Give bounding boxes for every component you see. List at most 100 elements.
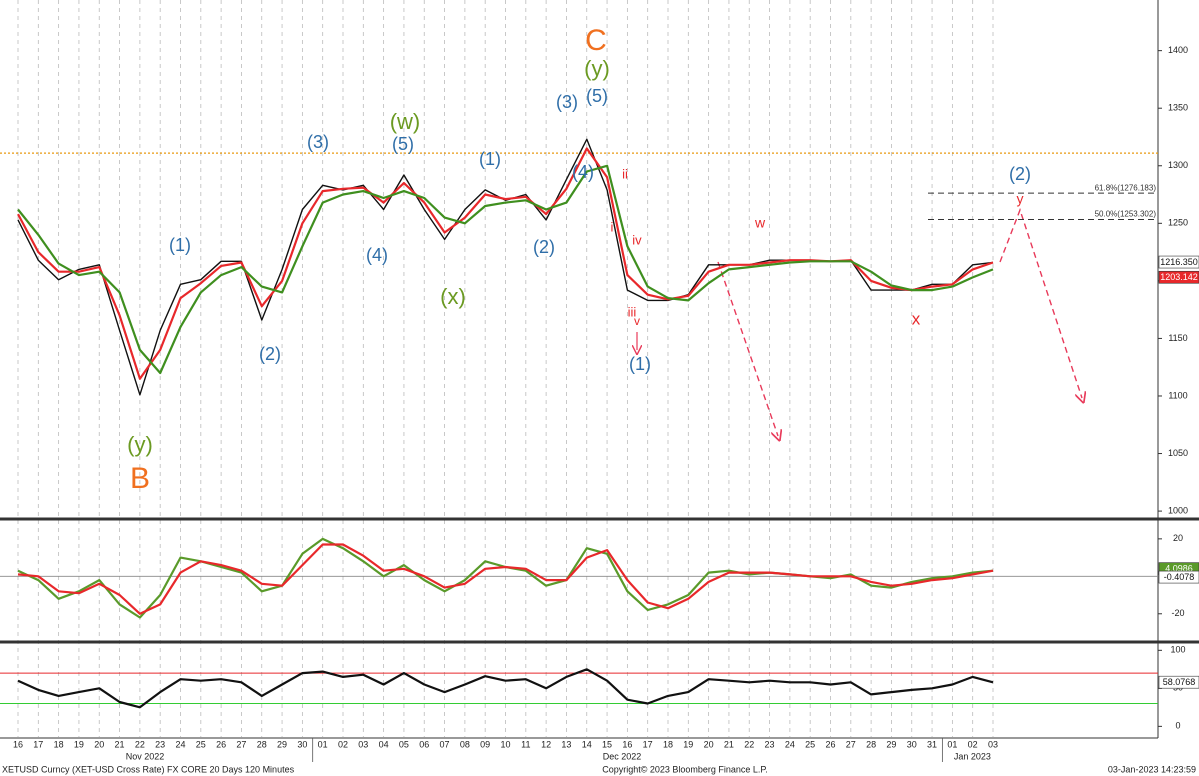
x-tick-label: 05 — [399, 739, 409, 749]
x-tick-label: 18 — [54, 739, 64, 749]
wave-label: (3) — [556, 92, 578, 112]
wave-label: (2) — [259, 344, 281, 364]
wave-label: C — [585, 24, 607, 57]
wave-label: iv — [632, 232, 642, 247]
series-line — [17, 668, 994, 709]
wave-label: (5) — [392, 134, 414, 154]
y-tick-label: 1050 — [1168, 448, 1188, 458]
x-tick-label: 07 — [440, 739, 450, 749]
x-tick-label: 28 — [866, 739, 876, 749]
x-tick-label: 23 — [155, 739, 165, 749]
last-value-label: 1216.350 — [1160, 257, 1198, 267]
wave-label: (w) — [390, 109, 421, 134]
x-tick-label: 27 — [236, 739, 246, 749]
x-tick-label: 21 — [724, 739, 734, 749]
x-tick-label: 28 — [257, 739, 267, 749]
x-tick-label: 12 — [541, 739, 551, 749]
wave-label: B — [130, 462, 150, 495]
y-tick-label: 1000 — [1168, 505, 1188, 515]
x-tick-label: 20 — [704, 739, 714, 749]
month-label: Nov 2022 — [126, 751, 165, 761]
x-tick-label: 04 — [379, 739, 389, 749]
x-tick-label: 26 — [216, 739, 226, 749]
x-tick-label: 25 — [196, 739, 206, 749]
x-tick-label: 17 — [643, 739, 653, 749]
last-value-label: 1203.142 — [1160, 272, 1198, 282]
wave-label: (y) — [127, 432, 153, 457]
wave-label: y — [1017, 191, 1024, 207]
x-tick-label: 08 — [460, 739, 470, 749]
x-tick-label: 16 — [13, 739, 23, 749]
series-line — [17, 164, 994, 375]
fib-label: 61.8%(1276.183) — [1095, 183, 1157, 192]
wave-label: (2) — [1009, 164, 1031, 184]
x-tick-label: 21 — [115, 739, 125, 749]
x-tick-label: 31 — [927, 739, 937, 749]
y-tick-label: -20 — [1171, 608, 1184, 618]
last-value-box — [1158, 270, 1199, 284]
month-label: Dec 2022 — [603, 751, 642, 761]
wave-label: (1) — [169, 235, 191, 255]
last-value-label: 58.0768 — [1163, 677, 1196, 687]
x-tick-label: 29 — [886, 739, 896, 749]
wave-label: v — [634, 314, 640, 328]
x-tick-label: 03 — [988, 739, 998, 749]
y-tick-label: 1100 — [1168, 390, 1187, 400]
x-tick-label: 01 — [947, 739, 957, 749]
x-tick-label: 03 — [358, 739, 368, 749]
footer-copyright: Copyright© 2023 Bloomberg Finance L.P. — [602, 764, 768, 774]
x-tick-label: 29 — [277, 739, 287, 749]
x-tick-label: 06 — [419, 739, 429, 749]
x-tick-label: 19 — [74, 739, 84, 749]
x-tick-label: 13 — [561, 739, 571, 749]
wave-label: w — [754, 215, 766, 231]
y-tick-label: 20 — [1173, 533, 1183, 543]
wave-label: (3) — [307, 132, 329, 152]
x-tick-label: 11 — [521, 739, 530, 749]
fib-label: 50.0%(1253.302) — [1095, 210, 1157, 219]
y-tick-label: 0 — [1175, 721, 1180, 731]
wave-label: (5) — [586, 86, 608, 106]
wave-label: (4) — [366, 245, 388, 265]
x-tick-label: 02 — [968, 739, 978, 749]
wave-label: (4) — [572, 162, 594, 182]
x-tick-label: 09 — [480, 739, 490, 749]
last-value-box — [1158, 255, 1199, 269]
last-value-box — [1158, 570, 1199, 584]
x-tick-label: 22 — [744, 739, 754, 749]
x-tick-label: 14 — [582, 739, 592, 749]
x-tick-label: 01 — [318, 739, 328, 749]
wave-label: (2) — [533, 237, 555, 257]
x-tick-label: 20 — [94, 739, 104, 749]
wave-label: ii — [622, 166, 628, 181]
x-tick-label: 30 — [297, 739, 307, 749]
wave-label: iii — [628, 304, 637, 319]
x-tick-label: 24 — [785, 739, 795, 749]
x-tick-label: 27 — [846, 739, 856, 749]
wave-label: (y) — [584, 56, 610, 81]
x-tick-label: 26 — [825, 739, 835, 749]
wave-label: i — [611, 219, 614, 234]
y-tick-label: 1250 — [1168, 218, 1188, 228]
y-tick-label: 1350 — [1168, 103, 1188, 113]
y-tick-label: 100 — [1170, 645, 1185, 655]
x-tick-label: 02 — [338, 739, 348, 749]
wave-label: (1) — [479, 149, 501, 169]
last-value-label: 4.0986 — [1165, 564, 1193, 574]
x-tick-label: 19 — [683, 739, 693, 749]
grid — [17, 0, 994, 737]
x-tick-label: 10 — [500, 739, 510, 749]
x-tick-label: 30 — [907, 739, 917, 749]
last-value-box — [1158, 675, 1199, 689]
x-tick-label: 24 — [175, 739, 185, 749]
x-tick-label: 16 — [622, 739, 632, 749]
series-line — [17, 543, 994, 615]
footer-timestamp: 03-Jan-2023 14:23:59 — [1108, 764, 1196, 774]
x-tick-label: 25 — [805, 739, 815, 749]
x-tick-label: 23 — [765, 739, 775, 749]
wave-label: x — [912, 309, 921, 328]
x-tick-label: 18 — [663, 739, 673, 749]
month-label: Jan 2023 — [954, 751, 991, 761]
